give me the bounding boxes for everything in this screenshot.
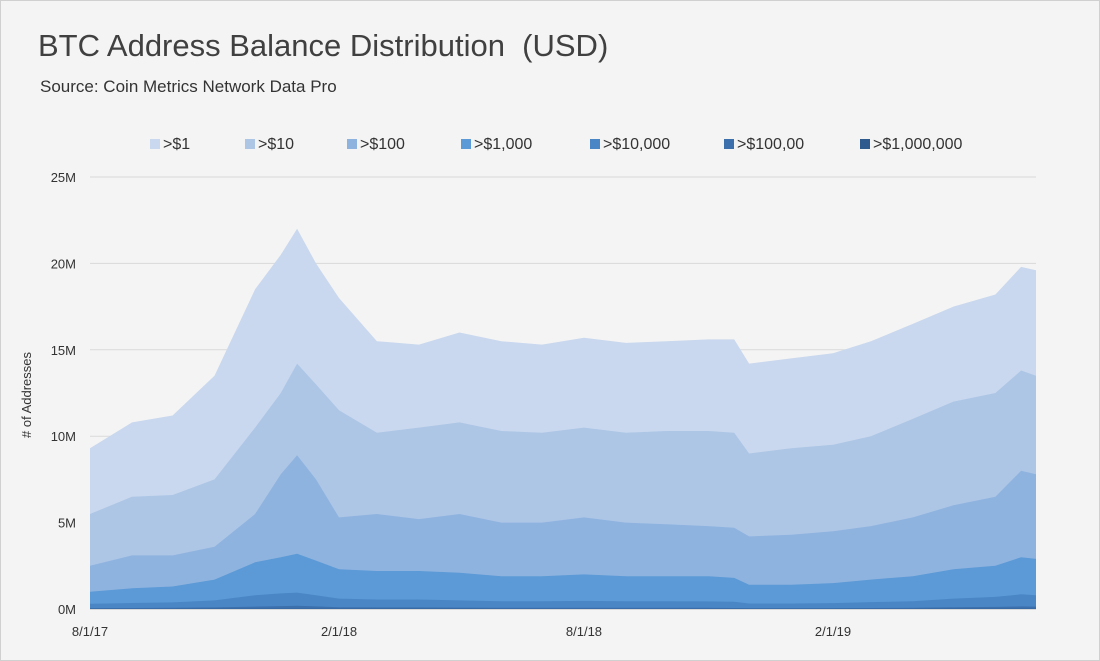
y-tick-label: 5M bbox=[58, 516, 76, 531]
legend-swatch bbox=[590, 139, 600, 149]
y-axis-label: # of Addresses bbox=[19, 352, 34, 438]
y-tick-label: 20M bbox=[51, 256, 76, 271]
legend: >$1 >$10 >$100 >$1,000 >$10,000 >$100,00 >$1,0… bbox=[150, 136, 963, 153]
legend-item: >$1 bbox=[150, 136, 190, 153]
legend-label: >$10,000 bbox=[603, 136, 670, 153]
area-series-100-00 bbox=[90, 605, 1036, 609]
area-series-1-000 bbox=[90, 553, 1036, 609]
legend-label: >$100 bbox=[360, 136, 405, 153]
y-tick-label: 25M bbox=[51, 170, 76, 185]
legend-item: >$1,000 bbox=[461, 136, 532, 153]
legend-swatch bbox=[860, 139, 870, 149]
chart-title: BTC Address Balance Distribution (USD) bbox=[38, 28, 609, 63]
legend-item: >$10 bbox=[245, 136, 294, 153]
x-axis-ticks: 8/1/17 2/1/18 8/1/18 2/1/19 bbox=[72, 624, 851, 639]
legend-item: >$100,00 bbox=[724, 136, 804, 153]
area-series-group bbox=[90, 228, 1036, 610]
y-tick-label: 0M bbox=[58, 602, 76, 617]
legend-label: >$1,000,000 bbox=[873, 136, 963, 153]
legend-label: >$10 bbox=[258, 136, 294, 153]
legend-swatch bbox=[461, 139, 471, 149]
x-tick-label: 8/1/18 bbox=[566, 624, 602, 639]
area-series-10-000 bbox=[90, 592, 1036, 609]
legend-swatch bbox=[347, 139, 357, 149]
chart-subtitle: Source: Coin Metrics Network Data Pro bbox=[40, 77, 337, 96]
legend-label: >$1 bbox=[163, 136, 190, 153]
x-tick-label: 8/1/17 bbox=[72, 624, 108, 639]
y-axis-ticks: 0M 5M 10M 15M 20M 25M bbox=[51, 170, 76, 617]
legend-label: >$100,00 bbox=[737, 136, 804, 153]
x-tick-label: 2/1/19 bbox=[815, 624, 851, 639]
legend-swatch bbox=[245, 139, 255, 149]
y-tick-label: 10M bbox=[51, 429, 76, 444]
legend-item: >$1,000,000 bbox=[860, 136, 963, 153]
legend-label: >$1,000 bbox=[474, 136, 532, 153]
x-tick-label: 2/1/18 bbox=[321, 624, 357, 639]
y-tick-label: 15M bbox=[51, 343, 76, 358]
legend-item: >$100 bbox=[347, 136, 405, 153]
legend-swatch bbox=[150, 139, 160, 149]
legend-swatch bbox=[724, 139, 734, 149]
legend-item: >$10,000 bbox=[590, 136, 670, 153]
